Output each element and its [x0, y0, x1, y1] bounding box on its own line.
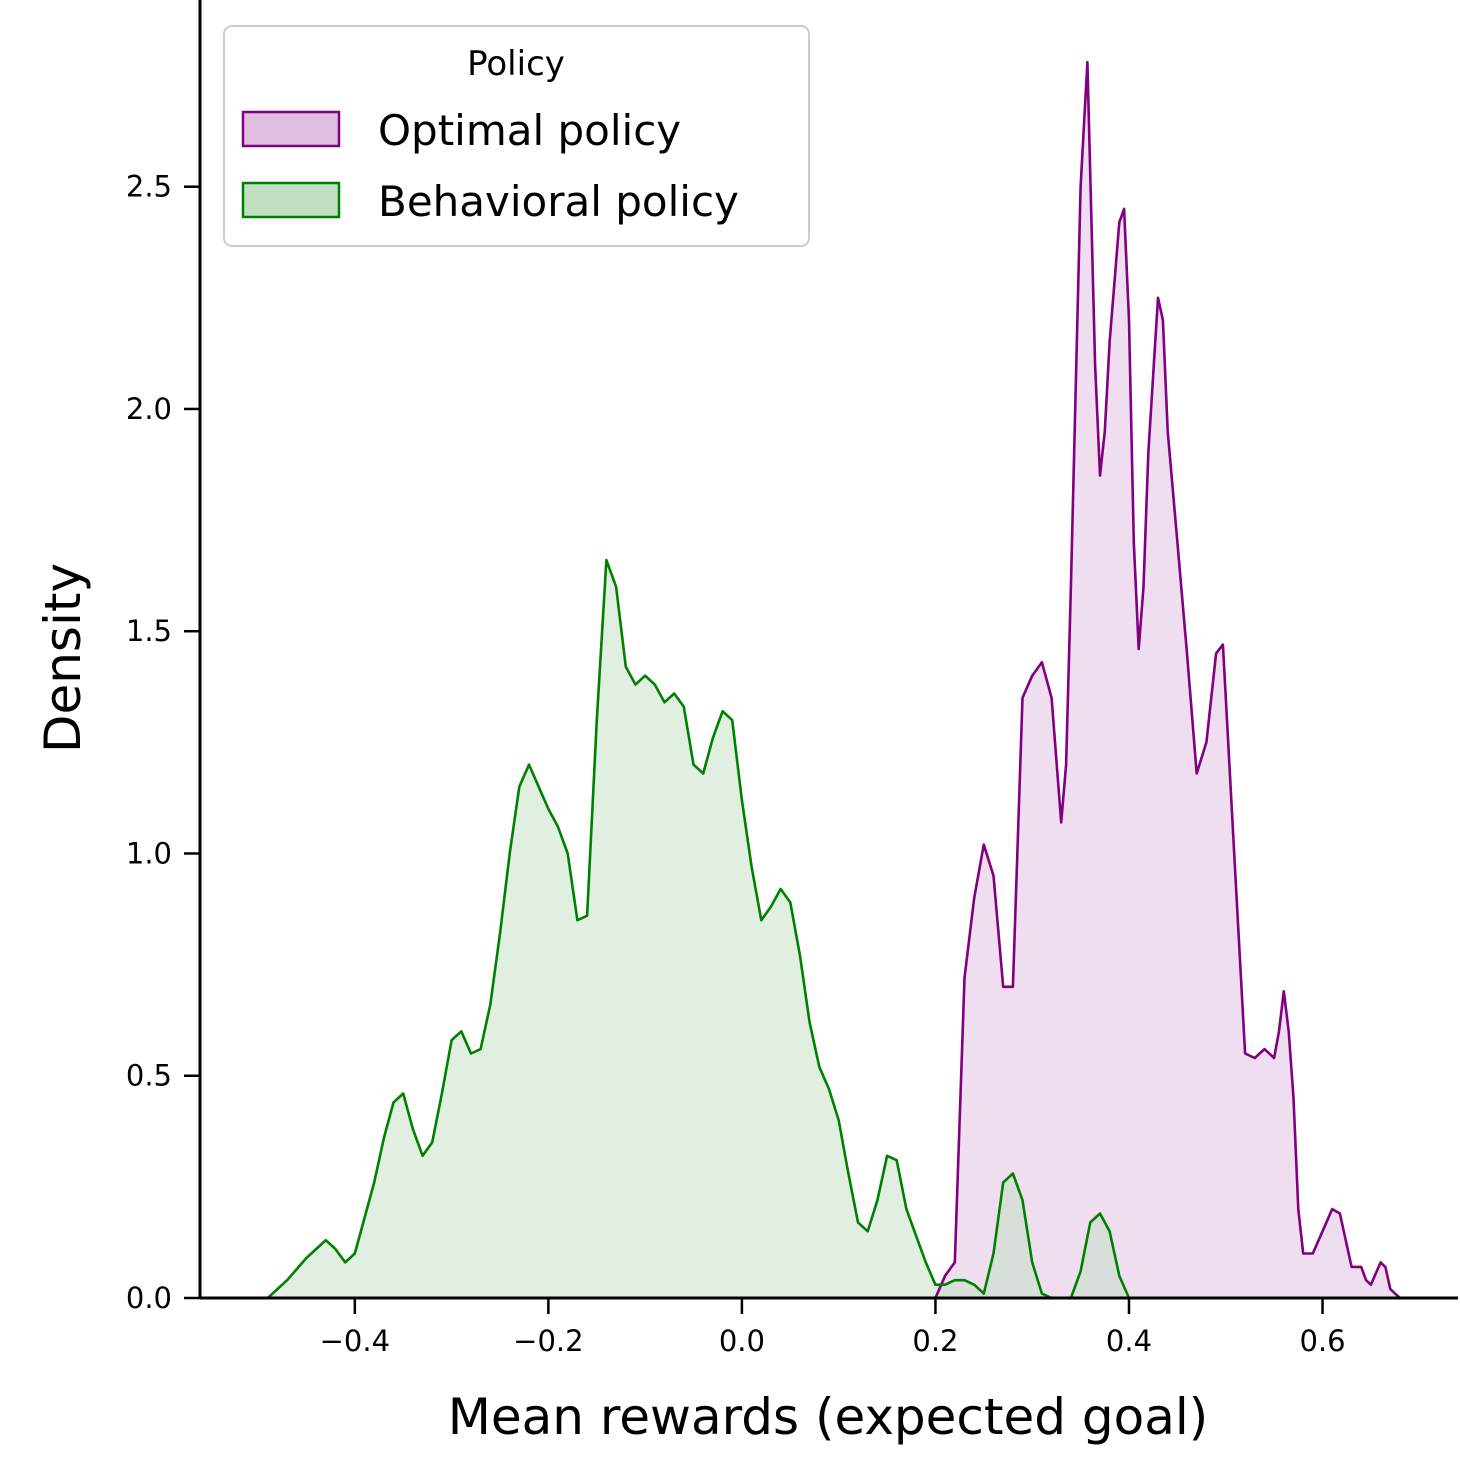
x-tick-label: 0.4 [1106, 1324, 1152, 1358]
y-tick-label: 1.0 [126, 836, 172, 870]
legend-title: Policy [467, 44, 565, 84]
y-axis-ticks: 0.0 0.5 1.0 1.5 2.0 2.5 [126, 170, 200, 1315]
density-area-optimal-policy [935, 62, 1400, 1299]
y-tick-label: 0.5 [126, 1059, 172, 1093]
y-tick-label: 2.5 [126, 170, 172, 204]
legend-label-optimal-policy: Optimal policy [378, 106, 681, 155]
legend-frame [223, 25, 810, 247]
y-tick-label: 0.0 [126, 1281, 172, 1315]
y-tick-label: 2.0 [126, 392, 172, 426]
density-area-behavioral-policy [267, 560, 1168, 1298]
x-axis-ticks: −0.4 −0.2 0.0 0.2 0.4 0.6 [320, 1298, 1346, 1358]
x-tick-label: −0.4 [320, 1324, 390, 1358]
x-tick-label: −0.2 [513, 1324, 583, 1358]
x-tick-label: 0.6 [1299, 1324, 1345, 1358]
x-tick-label: 0.0 [719, 1324, 765, 1358]
legend: Policy Optimal policy Behavioral policy [223, 25, 810, 247]
y-axis-title: Density [34, 563, 92, 753]
y-tick-label: 1.5 [126, 614, 172, 648]
legend-swatch-behavioral-policy [241, 181, 341, 219]
density-line-optimal-policy [934, 60, 1401, 1299]
legend-label-behavioral-policy: Behavioral policy [378, 177, 739, 226]
x-tick-label: 0.2 [912, 1324, 958, 1358]
density-lines [266, 60, 1401, 1300]
legend-swatch-optimal-policy [241, 110, 341, 148]
x-axis-title: Mean rewards (expected goal) [448, 1388, 1209, 1446]
density-fills [267, 62, 1400, 1299]
density-line-behavioral-policy [266, 558, 1168, 1300]
